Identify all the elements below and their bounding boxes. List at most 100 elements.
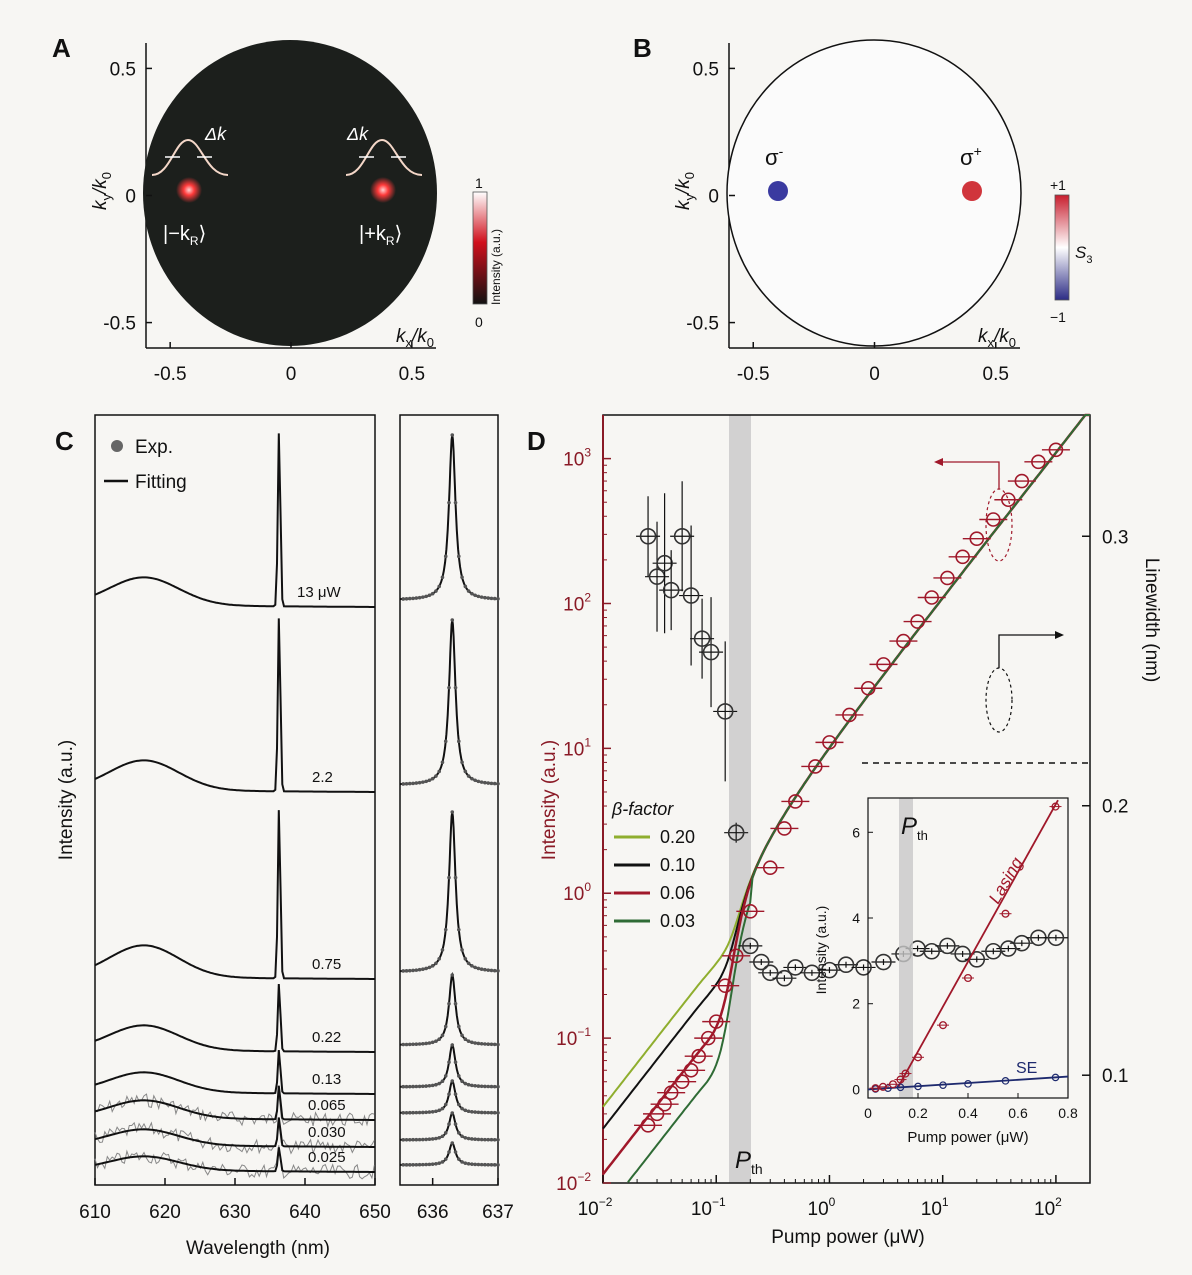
inset-y-tick-label: 0 xyxy=(852,1081,860,1097)
linewidth-point xyxy=(875,953,892,971)
exp-point-right xyxy=(443,554,448,559)
power-label: 0.065 xyxy=(308,1097,346,1114)
exp-point-right xyxy=(443,1157,448,1161)
exp-point-right xyxy=(453,1150,458,1154)
exp-point-right xyxy=(447,1122,451,1126)
inset-y-tick-label: 2 xyxy=(852,996,860,1012)
legend-exp-marker xyxy=(111,440,123,452)
panel-d-right-y-label: Linewidth (nm) xyxy=(1141,558,1162,683)
exp-point-right xyxy=(476,966,481,971)
intensity-point xyxy=(860,680,876,696)
panel-b-y-label: ky/k0 xyxy=(673,172,697,210)
exp-point-right xyxy=(470,964,474,968)
exp-point-right xyxy=(414,1110,419,1115)
exp-point-right xyxy=(470,1137,474,1141)
dk-label-left: Δk xyxy=(204,124,227,144)
exp-point-right xyxy=(450,618,455,622)
exp-point-right xyxy=(479,780,484,784)
exp-point-right xyxy=(460,1160,464,1164)
exp-point-right xyxy=(486,968,491,972)
intensity-point xyxy=(896,633,911,649)
k-space-disk xyxy=(143,40,437,346)
exp-point-right xyxy=(486,1084,491,1089)
state-left-label: |−kR⟩ xyxy=(163,223,206,248)
exp-point-right xyxy=(466,961,471,966)
exp-point-right xyxy=(457,1074,461,1078)
exp-point-right xyxy=(443,1102,448,1107)
c-left-x-tick-label: 610 xyxy=(79,1202,111,1223)
exp-point-right xyxy=(450,1079,455,1083)
linewidth-point xyxy=(821,961,838,979)
inset-threshold-band xyxy=(899,798,913,1098)
power-label: 0.75 xyxy=(312,956,341,973)
se-point xyxy=(1051,1073,1060,1082)
lasing-point xyxy=(901,1069,910,1078)
lasing-point xyxy=(896,1075,905,1084)
exp-point-right xyxy=(440,575,445,580)
lasing-point xyxy=(938,1021,948,1030)
intensity-arrowhead xyxy=(934,458,943,466)
exp-point-right xyxy=(476,1084,481,1088)
exp-point-right xyxy=(417,1042,422,1046)
beta-legend-title: β-factor xyxy=(611,799,674,819)
exp-point-right xyxy=(463,769,468,774)
exp-point-right xyxy=(440,1160,445,1164)
exp-point-right xyxy=(401,782,406,786)
d-x-tick-label: 10−2 xyxy=(578,1195,613,1220)
exp-point-right xyxy=(479,1137,484,1142)
exp-point-right xyxy=(463,1037,468,1042)
exp-point-right xyxy=(427,1041,432,1045)
exp-point-right xyxy=(463,1081,468,1086)
panel-c: C Exp. Fitting Intensity (a.u.) Waveleng… xyxy=(55,414,514,1259)
lasing-point xyxy=(878,1082,888,1091)
exp-point-right xyxy=(440,1106,445,1111)
exp-point-right xyxy=(457,927,461,932)
exp-point-right xyxy=(437,584,442,589)
exp-point-right xyxy=(463,956,468,961)
exp-point-right xyxy=(447,1060,451,1065)
exp-point-right xyxy=(417,967,422,972)
exp-point-right xyxy=(421,1041,425,1046)
exp-point-right xyxy=(434,961,438,966)
exp-point-right xyxy=(417,1110,422,1115)
exp-point-right xyxy=(414,596,419,600)
c-right-x-tick-label: 637 xyxy=(482,1202,514,1223)
exp-point-right xyxy=(496,781,500,786)
exp-point-right xyxy=(496,596,500,601)
se-label: SE xyxy=(1016,1060,1037,1077)
exp-point-right xyxy=(434,1082,438,1087)
panel-a-label: A xyxy=(52,33,71,63)
exp-point-right xyxy=(401,969,406,973)
fit-trace-left xyxy=(94,1117,375,1148)
exp-point-right xyxy=(421,1137,425,1142)
exp-point-right xyxy=(440,760,445,765)
exp-point-right xyxy=(473,778,477,783)
exp-point-right xyxy=(453,875,458,880)
pth-label: Pth xyxy=(735,1147,763,1177)
exp-point-right xyxy=(483,1137,487,1142)
exp-point-right xyxy=(496,1042,500,1047)
d-y-tick-label: 102 xyxy=(563,590,591,615)
c-left-x-tick-label: 640 xyxy=(289,1202,321,1223)
gaussian-profile-right xyxy=(345,138,423,176)
exp-point-right xyxy=(450,973,455,977)
linewidth-point xyxy=(702,643,720,661)
exp-point-right xyxy=(492,781,497,786)
intensity-point xyxy=(969,531,985,547)
y-tick-label: -0.5 xyxy=(686,314,719,335)
fit-trace-left xyxy=(94,1147,375,1173)
exp-point-right xyxy=(408,596,412,601)
linewidth-point xyxy=(673,527,691,545)
exp-point-right xyxy=(457,1024,461,1029)
exp-point-right xyxy=(430,776,435,781)
exp-point-right xyxy=(450,433,455,437)
exp-point-right xyxy=(476,1041,481,1046)
x-tick-label: 0.5 xyxy=(399,364,425,385)
exp-point-right xyxy=(479,1084,484,1089)
exp-point-right xyxy=(476,1110,481,1115)
lasing-point xyxy=(913,1053,923,1062)
lasing-point xyxy=(1051,802,1060,811)
panel-c-label: C xyxy=(55,426,74,456)
exp-point-right xyxy=(453,685,458,690)
panel-a-ticks: -0.5 0 0.5 0.5 0 -0.5 xyxy=(103,59,425,385)
